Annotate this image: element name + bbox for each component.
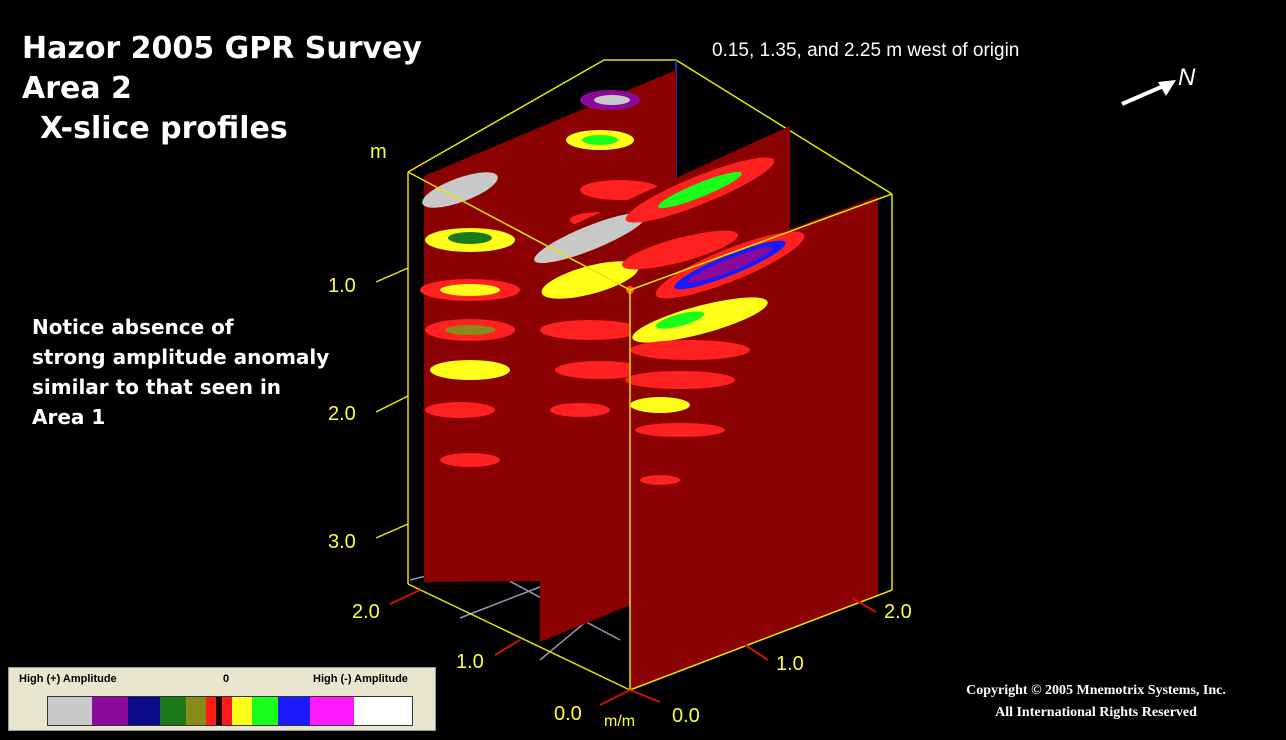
- title-line-2: Area 2: [22, 71, 132, 106]
- right-axis-tick-2: 1.0: [776, 653, 804, 675]
- legend-swatch: [186, 697, 206, 725]
- frame-back: [407, 59, 893, 590]
- title-line-1: Hazor 2005 GPR Survey: [22, 31, 422, 66]
- amplitude-legend: High (+) Amplitude 0 High (-) Amplitude: [8, 667, 436, 731]
- depth-axis-unit: m: [370, 141, 387, 163]
- legend-center-label: 0: [223, 673, 230, 685]
- legend-color-bar: [47, 696, 413, 726]
- copyright: Copyright © 2005 Mnemotrix Systems, Inc.…: [928, 680, 1264, 724]
- left-axis-unit: m/m: [604, 713, 635, 730]
- axis-ticks: [375, 267, 409, 539]
- legend-swatch: [222, 697, 232, 725]
- right-axis-tick-1: 0.0: [672, 705, 700, 727]
- depth-tick-1: 1.0: [328, 275, 356, 297]
- note-line: similar to that seen in: [32, 375, 282, 399]
- legend-swatch: [48, 697, 92, 725]
- frame-front: [407, 171, 893, 691]
- left-axis-tick-3: 0.0: [554, 703, 582, 725]
- right-axis-tick-3: 2.0: [884, 601, 912, 623]
- north-label: N: [1178, 64, 1196, 91]
- legend-right-label: High (-) Amplitude: [313, 673, 408, 685]
- profile-front: [625, 196, 878, 690]
- legend-swatch: [206, 697, 216, 725]
- legend-swatch: [310, 697, 354, 725]
- legend-swatch: [160, 697, 186, 725]
- title-line-3: X-slice profiles: [40, 111, 288, 146]
- left-axis-tick-1: 2.0: [352, 601, 380, 623]
- annotation-note: Notice absence of strong amplitude anoma…: [32, 312, 372, 432]
- legend-left-label: High (+) Amplitude: [19, 673, 117, 685]
- copyright-line: Copyright © 2005 Mnemotrix Systems, Inc.: [966, 683, 1226, 698]
- subtitle: 0.15, 1.35, and 2.25 m west of origin: [712, 40, 1020, 61]
- legend-swatch: [216, 697, 222, 725]
- note-line: strong amplitude anomaly: [32, 345, 330, 369]
- depth-tick-2: 2.0: [328, 403, 356, 425]
- legend-swatch: [278, 697, 310, 725]
- left-axis-tick-2: 1.0: [456, 651, 484, 673]
- legend-swatch: [128, 697, 160, 725]
- note-line: Notice absence of: [32, 315, 234, 339]
- depth-tick-3: 3.0: [328, 531, 356, 553]
- copyright-line: All International Rights Reserved: [995, 705, 1197, 720]
- axis-ticks-red: [389, 589, 877, 706]
- legend-swatch: [252, 697, 278, 725]
- legend-swatch: [354, 697, 412, 725]
- north-arrow-icon: [1121, 80, 1176, 106]
- legend-swatch: [92, 697, 128, 725]
- note-line: Area 1: [32, 405, 106, 429]
- legend-swatch: [232, 697, 252, 725]
